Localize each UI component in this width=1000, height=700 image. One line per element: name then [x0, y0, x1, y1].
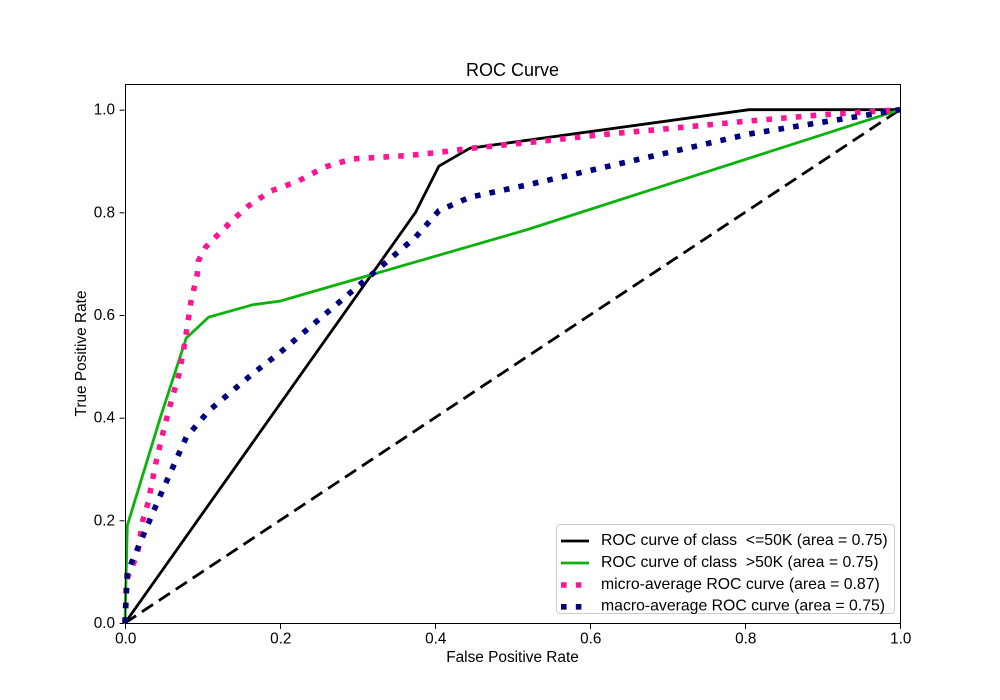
- svg-text:0.0: 0.0: [115, 631, 136, 648]
- svg-text:0.4: 0.4: [94, 410, 116, 427]
- svg-text:False Positive Rate: False Positive Rate: [446, 649, 579, 666]
- svg-text:macro-average ROC curve (area: macro-average ROC curve (area = 0.75): [601, 598, 885, 615]
- svg-text:0.8: 0.8: [94, 204, 115, 221]
- svg-text:0.6: 0.6: [580, 631, 601, 648]
- svg-text:ROC curve of class >50K (area: ROC curve of class >50K (area = 0.75): [601, 554, 878, 571]
- svg-text:ROC curve of class <=50K (are: ROC curve of class <=50K (area = 0.75): [601, 532, 888, 549]
- svg-text:0.0: 0.0: [94, 615, 115, 632]
- svg-text:0.8: 0.8: [735, 631, 756, 648]
- svg-text:0.4: 0.4: [425, 631, 447, 648]
- svg-text:ROC Curve: ROC Curve: [466, 60, 559, 80]
- svg-text:1.0: 1.0: [890, 631, 911, 648]
- svg-text:micro-average ROC curve (area: micro-average ROC curve (area = 0.87): [601, 576, 880, 593]
- svg-text:1.0: 1.0: [94, 102, 115, 119]
- svg-text:0.2: 0.2: [94, 512, 115, 529]
- svg-text:0.2: 0.2: [270, 631, 291, 648]
- svg-text:0.6: 0.6: [94, 307, 115, 324]
- svg-text:True Positive Rate: True Positive Rate: [73, 290, 90, 416]
